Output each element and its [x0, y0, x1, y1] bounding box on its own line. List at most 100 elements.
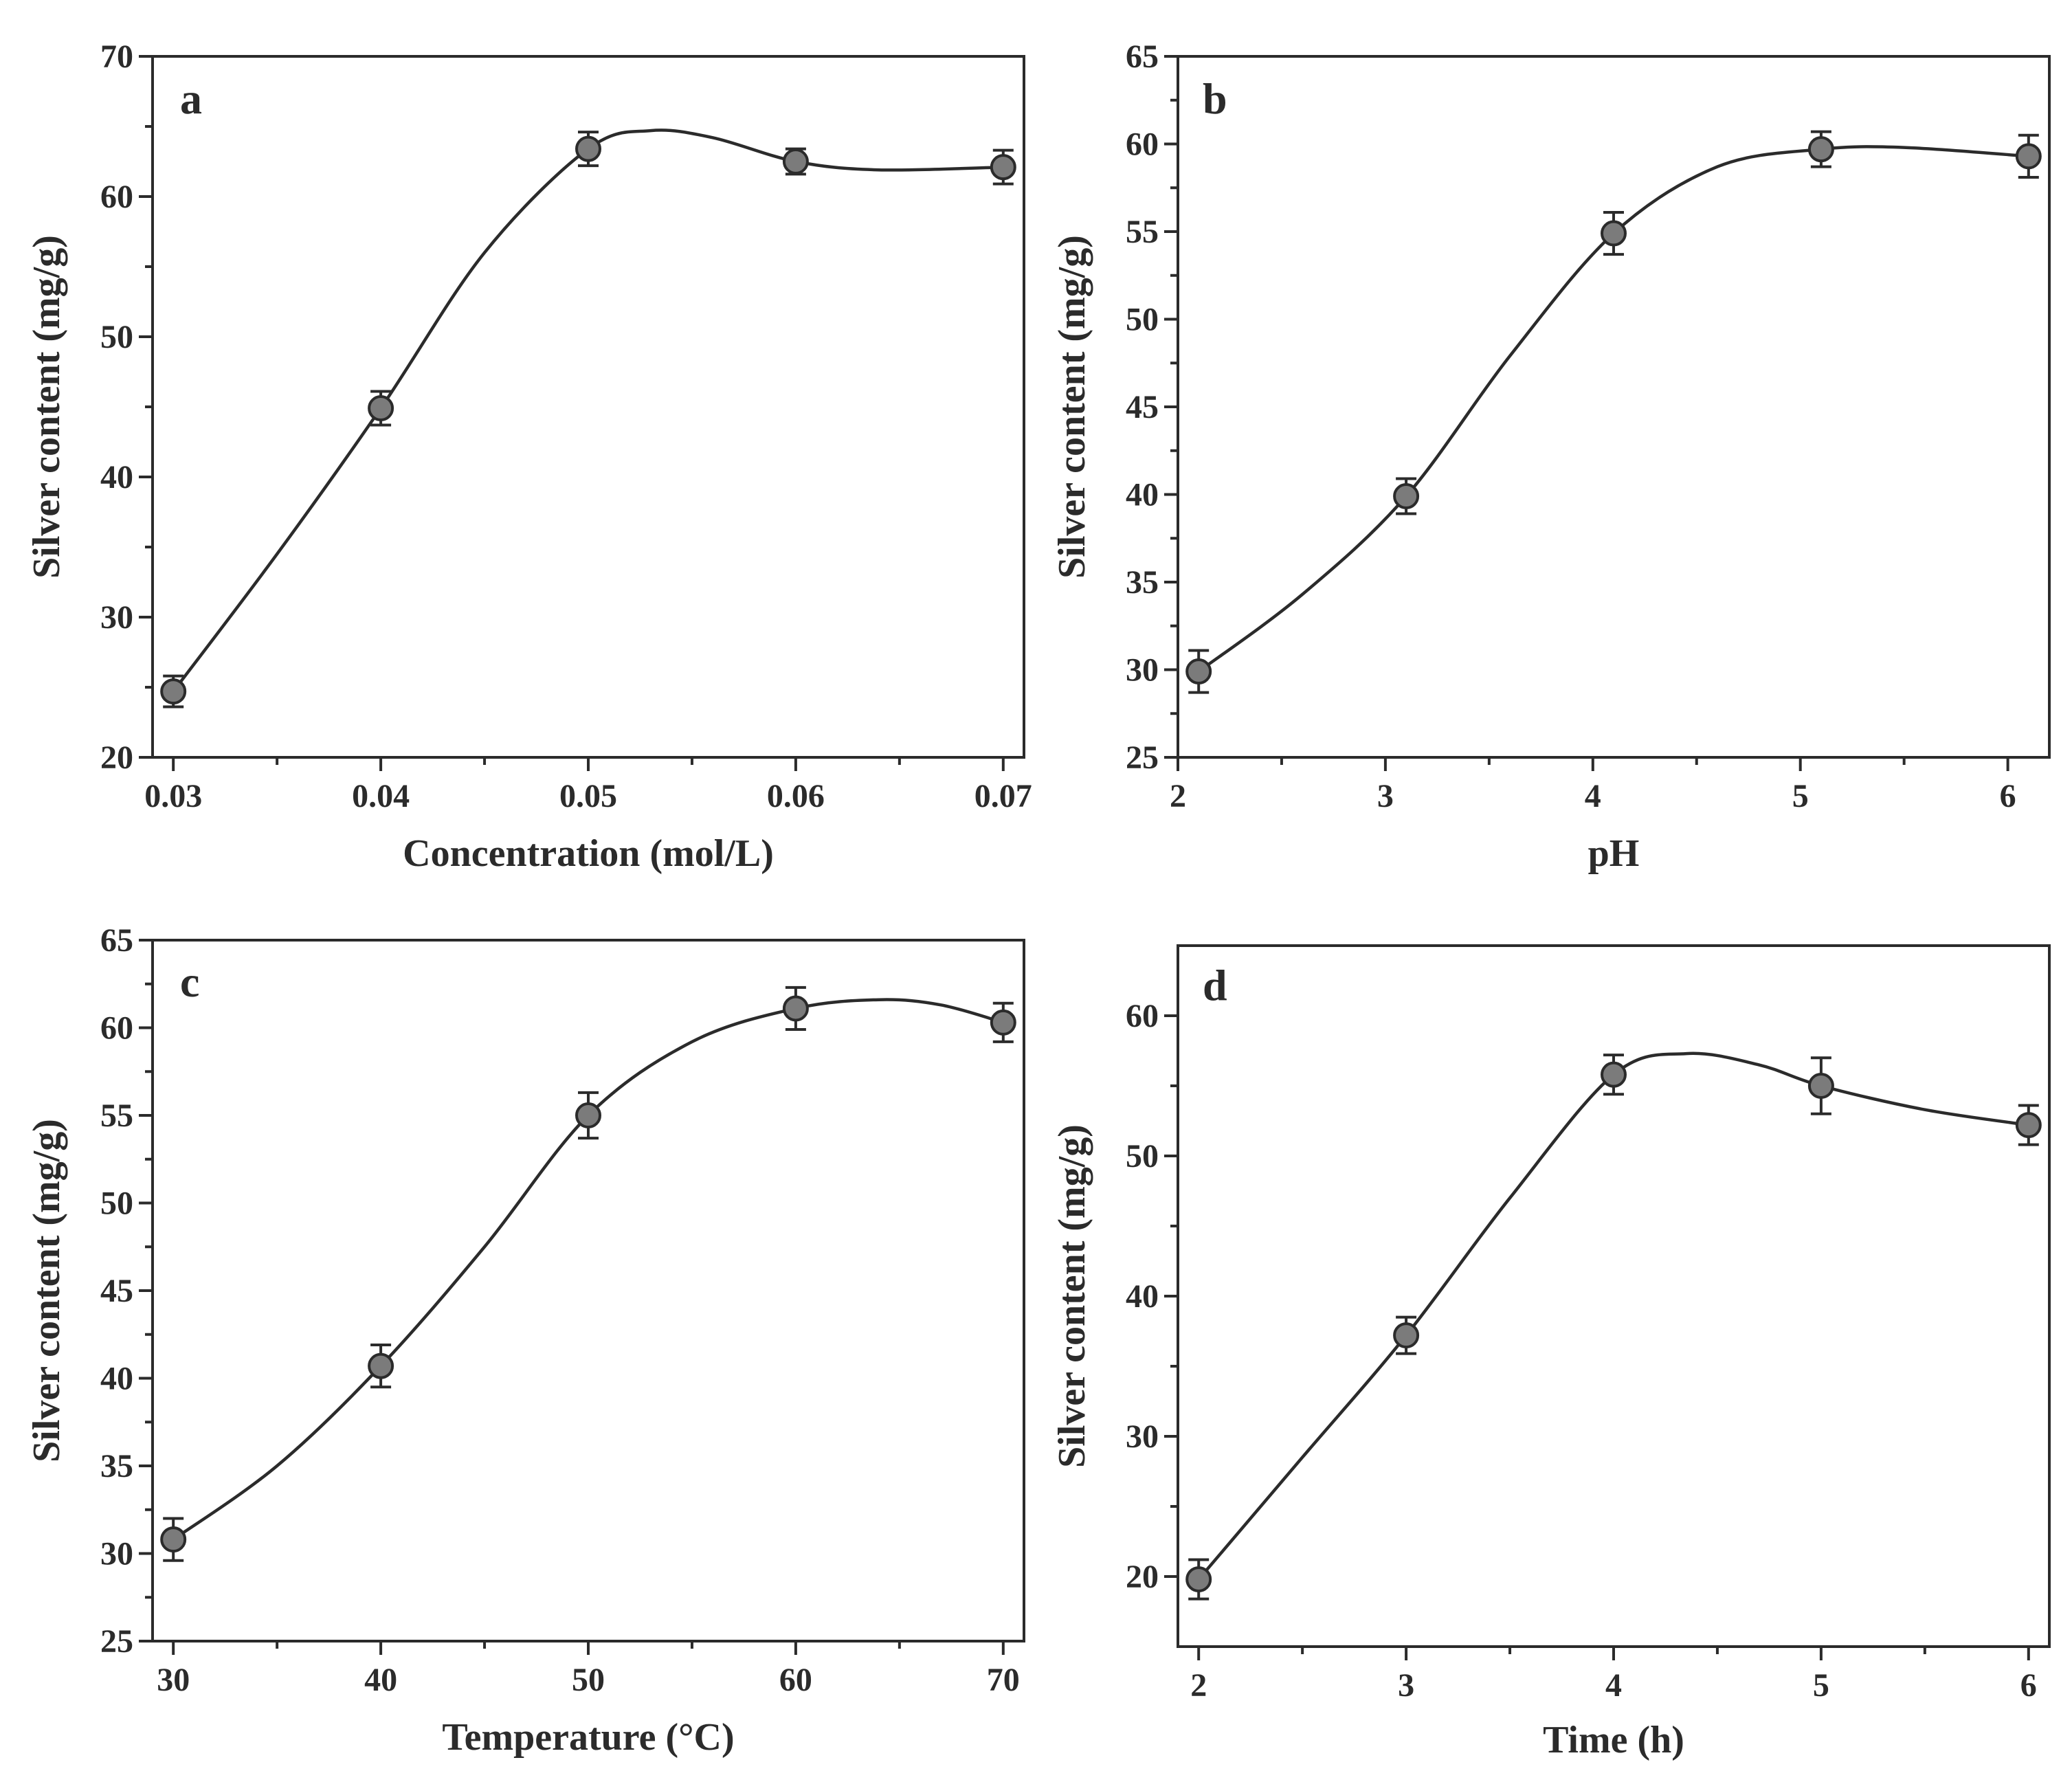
fit-curve-d — [1197, 1051, 2029, 1581]
x-tick-label-d-0: 2 — [1190, 1667, 1207, 1704]
y-tick-label-d-2: 40 — [1126, 1278, 1159, 1315]
y-tick-label-c-8: 65 — [100, 922, 133, 959]
x-tick-label-d-3: 5 — [1813, 1667, 1829, 1704]
y-tick-label-a-0: 20 — [100, 739, 133, 776]
y-tick-label-a-3: 50 — [100, 319, 133, 355]
y-tick-label-b-2: 35 — [1126, 564, 1159, 601]
data-point-c-4 — [990, 1009, 1016, 1036]
fit-curve-b — [1197, 145, 2029, 673]
data-point-c-3 — [782, 995, 809, 1022]
y-tick-label-a-4: 60 — [100, 179, 133, 215]
marks-b — [1185, 130, 2042, 694]
panel-b: b pH Silver content (mg/g) 2 3 4 5 625303540… — [1051, 38, 2051, 875]
y-tick-label-c-0: 25 — [100, 1623, 133, 1660]
axes-frame-c — [151, 939, 1025, 1642]
y-tick-label-b-6: 55 — [1126, 214, 1159, 250]
y-tick-label-a-2: 40 — [100, 459, 133, 495]
y-tick-label-d-3: 50 — [1126, 1138, 1159, 1174]
y-axis-label-a: Silver content (mg/g) — [25, 235, 68, 579]
y-axis-label-c: Silver content (mg/g) — [25, 1119, 68, 1462]
data-point-c-1 — [368, 1352, 394, 1379]
y-axis-label-d: Silver content (mg/g) — [1051, 1124, 1093, 1468]
data-point-a-2 — [575, 135, 601, 162]
y-tick-label-d-1: 30 — [1126, 1418, 1159, 1455]
fit-curve-a — [172, 129, 1003, 693]
data-point-b-1 — [1393, 483, 1420, 510]
fit-curve-c — [172, 998, 1004, 1541]
y-tick-label-c-5: 50 — [100, 1185, 133, 1222]
y-tick-label-b-1: 30 — [1126, 652, 1159, 689]
x-tick-label-c-4: 70 — [987, 1662, 1020, 1698]
y-tick-label-c-2: 35 — [100, 1448, 133, 1484]
data-point-d-4 — [2015, 1112, 2042, 1139]
x-tick-label-d-2: 4 — [1605, 1667, 1622, 1704]
y-tick-label-d-0: 20 — [1126, 1559, 1159, 1595]
y-tick-label-b-7: 60 — [1126, 126, 1159, 163]
x-tick-label-b-4: 6 — [2000, 778, 2016, 814]
y-tick-label-c-4: 45 — [100, 1273, 133, 1309]
data-point-d-2 — [1601, 1061, 1627, 1088]
y-tick-label-b-5: 50 — [1126, 302, 1159, 338]
x-tick-label-c-2: 50 — [572, 1662, 605, 1698]
x-tick-label-a-0: 0.03 — [144, 778, 202, 814]
ticks-c: 30 40 50 60 70 25 30 35 40 45 50 55 60 65 — [100, 922, 1020, 1698]
panel-letter-a: a — [180, 74, 202, 123]
y-axis-label-b: Silver content (mg/g) — [1051, 235, 1093, 579]
x-tick-label-c-3: 60 — [779, 1662, 812, 1698]
y-tick-label-d-4: 60 — [1126, 998, 1159, 1034]
ticks-d: 2 3 4 5 6 20 30 40 50 60 — [1126, 998, 2037, 1704]
y-tick-label-a-1: 30 — [100, 599, 133, 636]
data-point-c-0 — [160, 1526, 187, 1553]
data-point-a-3 — [782, 148, 809, 175]
x-tick-label-b-2: 4 — [1585, 778, 1601, 814]
data-point-c-2 — [575, 1102, 601, 1128]
data-point-a-1 — [368, 395, 394, 422]
y-tick-label-b-3: 40 — [1126, 477, 1159, 513]
x-tick-label-c-0: 30 — [157, 1662, 190, 1698]
data-point-d-1 — [1393, 1322, 1420, 1349]
data-point-d-3 — [1807, 1073, 1834, 1099]
y-tick-label-c-7: 60 — [100, 1010, 133, 1047]
data-point-a-0 — [160, 678, 187, 705]
y-tick-label-c-1: 30 — [100, 1536, 133, 1572]
data-point-b-3 — [1807, 136, 1834, 163]
marks-a — [160, 129, 1016, 709]
panel-d: d Time (h) Silver content (mg/g) 2 3 4 5 6 20… — [1051, 944, 2051, 1761]
x-axis-label-b: pH — [1588, 832, 1640, 875]
panel-c: c Temperature (°C) Silver content (mg/g)… — [25, 922, 1025, 1759]
data-point-d-0 — [1185, 1566, 1212, 1593]
marks-c — [160, 985, 1016, 1562]
x-tick-label-c-1: 40 — [364, 1662, 397, 1698]
panel-letter-c: c — [180, 957, 199, 1006]
ticks-a: 0.03 0.04 0.05 0.06 0.07 20 30 40 50 60 70 — [100, 38, 1032, 814]
data-point-a-4 — [990, 154, 1016, 181]
data-point-b-2 — [1601, 220, 1627, 247]
panel-a: a Concentration (mol/L) Silver content (… — [25, 38, 1032, 875]
x-tick-label-d-1: 3 — [1398, 1667, 1414, 1704]
x-tick-label-b-0: 2 — [1170, 778, 1186, 814]
marks-d — [1185, 1051, 2042, 1601]
y-tick-label-c-3: 40 — [100, 1361, 133, 1397]
y-tick-label-b-8: 65 — [1126, 38, 1159, 75]
x-tick-label-d-4: 6 — [2020, 1667, 2037, 1704]
panel-letter-b: b — [1203, 74, 1227, 123]
x-tick-label-a-2: 0.05 — [559, 778, 617, 814]
x-axis-label-a: Concentration (mol/L) — [403, 832, 774, 875]
x-tick-label-b-3: 5 — [1792, 778, 1809, 814]
y-tick-label-b-0: 25 — [1126, 739, 1159, 776]
x-axis-label-c: Temperature (°C) — [442, 1716, 734, 1759]
x-tick-label-a-1: 0.04 — [352, 778, 410, 814]
panel-letter-d: d — [1203, 961, 1227, 1010]
data-point-b-4 — [2015, 143, 2042, 170]
x-tick-label-a-4: 0.07 — [974, 778, 1032, 814]
x-tick-label-b-1: 3 — [1377, 778, 1394, 814]
x-axis-label-d: Time (h) — [1543, 1719, 1684, 1761]
y-tick-label-a-5: 70 — [100, 38, 133, 75]
axes-frame-d — [1177, 944, 2051, 1648]
axes-frame-b — [1177, 55, 2051, 759]
y-tick-label-c-6: 55 — [100, 1098, 133, 1134]
y-tick-label-b-4: 45 — [1126, 389, 1159, 425]
x-tick-label-a-3: 0.06 — [767, 778, 825, 814]
